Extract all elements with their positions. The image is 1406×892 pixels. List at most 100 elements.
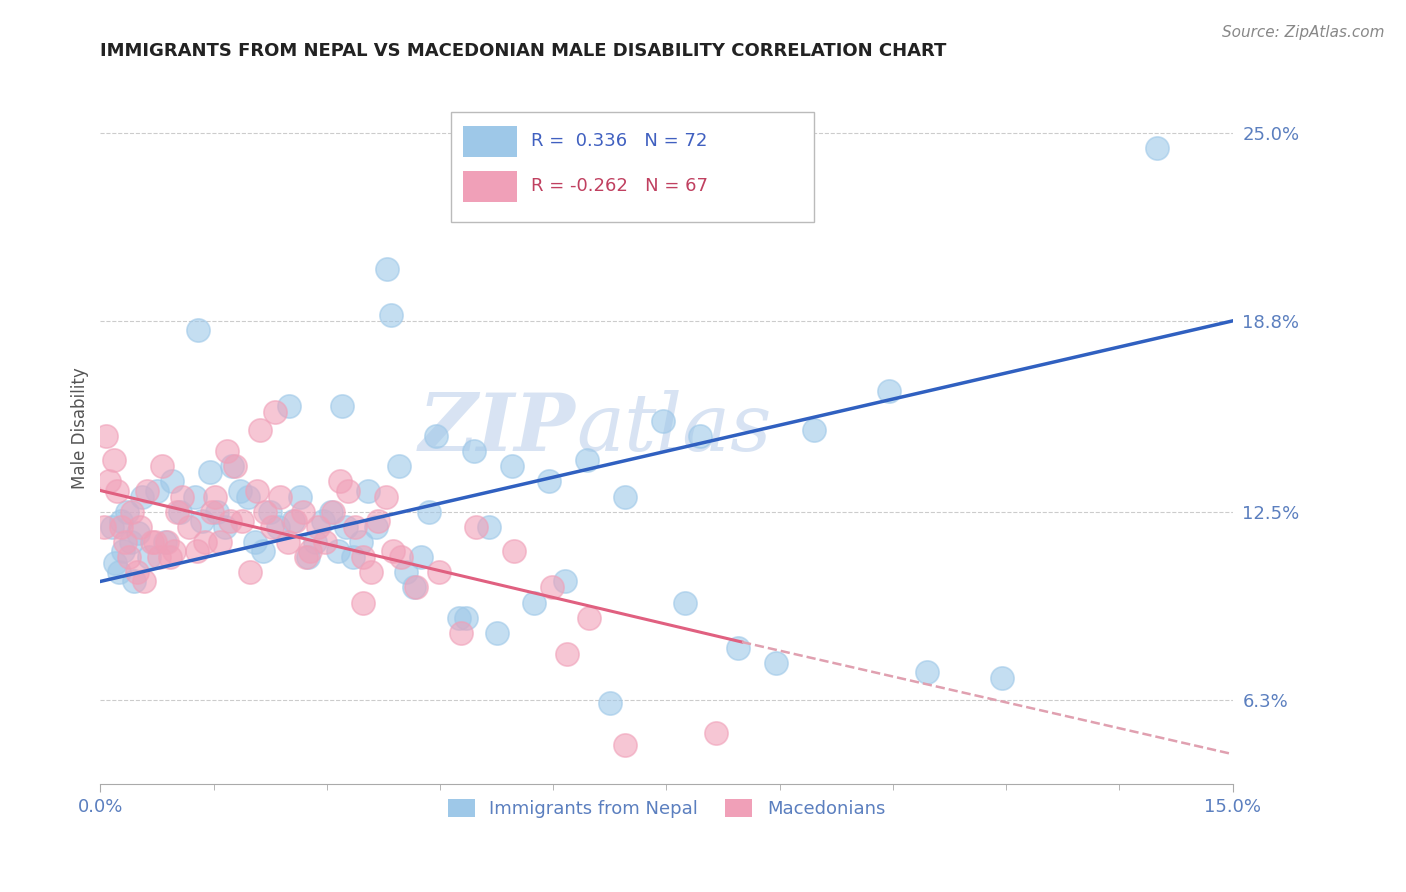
- Point: [405, 581, 427, 595]
- Point: [146, 483, 169, 498]
- FancyBboxPatch shape: [451, 112, 814, 222]
- Point: [352, 596, 374, 610]
- Point: [538, 475, 561, 489]
- Point: [246, 483, 269, 498]
- Point: [765, 657, 787, 671]
- Point: [447, 611, 470, 625]
- Point: [170, 490, 193, 504]
- Point: [269, 490, 291, 504]
- Point: [297, 550, 319, 565]
- Text: R =  0.336   N = 72: R = 0.336 N = 72: [530, 133, 707, 151]
- Point: [330, 399, 353, 413]
- Point: [201, 505, 224, 519]
- Point: [555, 647, 578, 661]
- Point: [523, 596, 546, 610]
- Point: [115, 505, 138, 519]
- Point: [103, 453, 125, 467]
- Point: [169, 505, 191, 519]
- Point: [186, 544, 208, 558]
- Point: [991, 672, 1014, 686]
- Point: [395, 566, 418, 580]
- Point: [344, 520, 367, 534]
- Point: [375, 262, 398, 277]
- Point: [134, 574, 156, 589]
- Point: [614, 738, 637, 752]
- Point: [336, 483, 359, 498]
- Y-axis label: Male Disability: Male Disability: [72, 368, 89, 490]
- Point: [689, 429, 711, 443]
- Point: [111, 544, 134, 558]
- FancyBboxPatch shape: [463, 126, 517, 157]
- Point: [207, 505, 229, 519]
- Point: [104, 556, 127, 570]
- Point: [96, 429, 118, 443]
- Point: [229, 483, 252, 498]
- Point: [259, 505, 281, 519]
- Point: [350, 535, 373, 549]
- Text: Source: ZipAtlas.com: Source: ZipAtlas.com: [1222, 25, 1385, 40]
- Point: [224, 459, 246, 474]
- Legend: Immigrants from Nepal, Macedonians: Immigrants from Nepal, Macedonians: [440, 791, 893, 825]
- Point: [239, 566, 262, 580]
- Text: ZIP: ZIP: [419, 390, 576, 467]
- Point: [503, 544, 526, 558]
- Point: [284, 514, 307, 528]
- Point: [554, 574, 576, 589]
- Point: [281, 514, 304, 528]
- Point: [128, 520, 150, 534]
- Point: [121, 505, 143, 519]
- Point: [387, 459, 409, 474]
- Point: [127, 525, 149, 540]
- Point: [156, 535, 179, 549]
- Point: [136, 483, 159, 498]
- Point: [304, 535, 326, 549]
- Point: [614, 490, 637, 504]
- Point: [262, 520, 284, 534]
- Point: [485, 626, 508, 640]
- Point: [131, 490, 153, 504]
- Point: [166, 505, 188, 519]
- Point: [314, 535, 336, 549]
- Point: [599, 696, 621, 710]
- Text: atlas: atlas: [576, 390, 772, 467]
- Point: [163, 544, 186, 558]
- Point: [427, 566, 450, 580]
- Point: [183, 490, 205, 504]
- Point: [187, 323, 209, 337]
- Point: [418, 505, 440, 519]
- Point: [382, 544, 405, 558]
- Point: [153, 535, 176, 549]
- Point: [159, 550, 181, 565]
- Point: [138, 550, 160, 565]
- Point: [450, 626, 472, 640]
- Point: [357, 483, 380, 498]
- Point: [217, 444, 239, 458]
- Point: [456, 611, 478, 625]
- Point: [389, 550, 412, 565]
- Point: [576, 453, 599, 467]
- Point: [352, 550, 374, 565]
- Point: [915, 665, 938, 680]
- Point: [208, 535, 231, 549]
- Point: [267, 520, 290, 534]
- Point: [673, 596, 696, 610]
- Text: IMMIGRANTS FROM NEPAL VS MACEDONIAN MALE DISABILITY CORRELATION CHART: IMMIGRANTS FROM NEPAL VS MACEDONIAN MALE…: [100, 42, 946, 60]
- Point: [803, 423, 825, 437]
- Point: [411, 550, 433, 565]
- Point: [651, 414, 673, 428]
- Point: [342, 550, 364, 565]
- Point: [299, 544, 322, 558]
- Point: [540, 581, 562, 595]
- Point: [236, 490, 259, 504]
- Point: [364, 520, 387, 534]
- Point: [264, 405, 287, 419]
- Point: [374, 490, 396, 504]
- Point: [98, 475, 121, 489]
- Point: [193, 535, 215, 549]
- Point: [877, 384, 900, 398]
- Point: [319, 505, 342, 519]
- Point: [148, 550, 170, 565]
- Point: [307, 520, 329, 534]
- Point: [125, 566, 148, 580]
- Point: [110, 520, 132, 534]
